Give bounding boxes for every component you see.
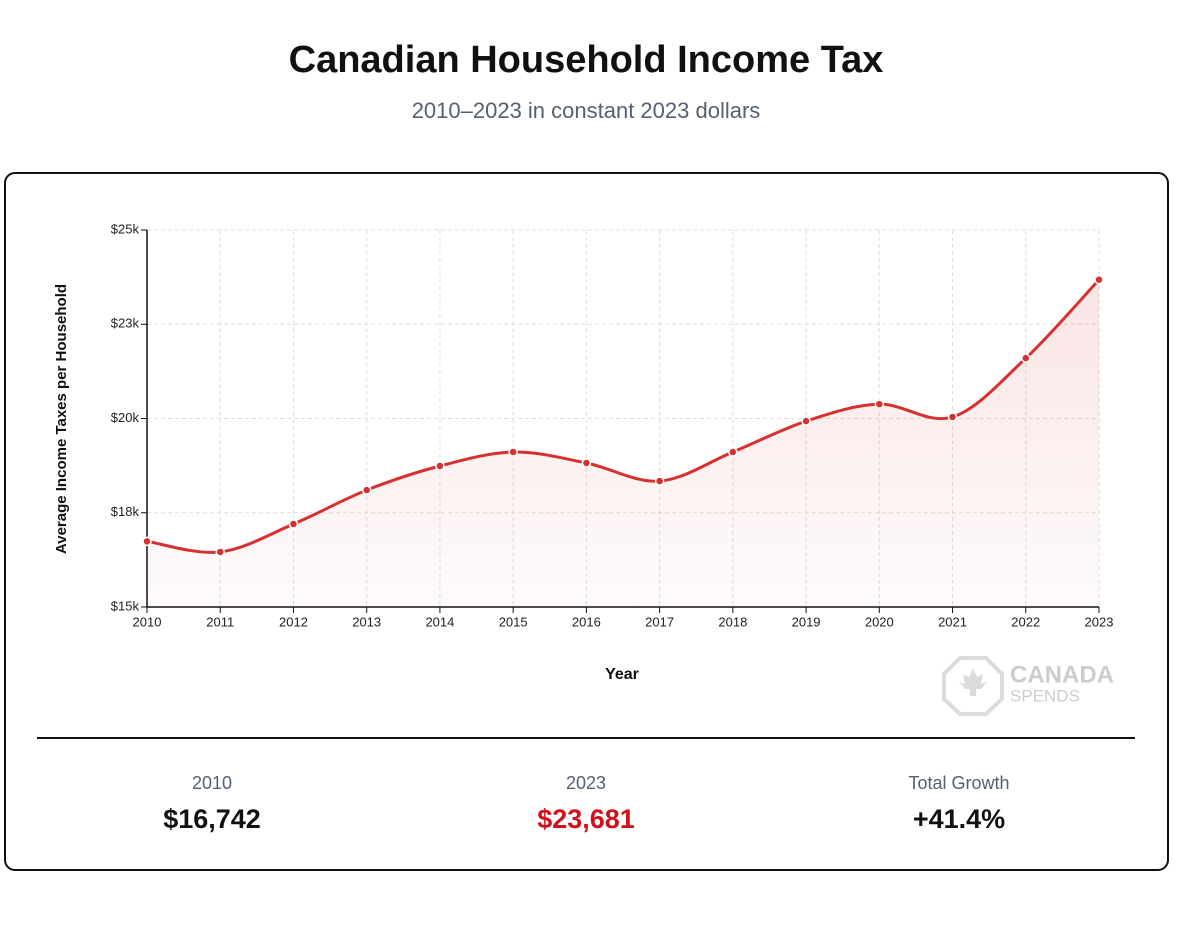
stat-label: 2010: [192, 773, 232, 793]
x-tick-label: 2014: [425, 614, 454, 629]
point: [874, 399, 885, 409]
watermark-text: SPENDS: [1010, 686, 1080, 705]
stat-label: 2023: [566, 773, 606, 793]
x-tick-label: 2022: [1011, 614, 1040, 629]
x-tick-label: 2016: [572, 614, 601, 629]
point: [508, 447, 518, 457]
point: [1094, 274, 1104, 285]
point: [215, 547, 225, 557]
x-tick-label: 2018: [718, 614, 747, 629]
x-tick-label: 2020: [865, 614, 894, 629]
point: [947, 412, 958, 422]
point: [728, 447, 738, 457]
watermark-logo: [942, 656, 1004, 716]
stat-label: Total Growth: [908, 773, 1009, 793]
x-tick-label: 2021: [938, 614, 967, 629]
x-axis-label: Year: [605, 666, 639, 683]
point: [361, 485, 372, 495]
chart-subtitle: 2010–2023 in constant 2023 dollars: [412, 98, 761, 123]
x-tick-label: 2010: [133, 614, 162, 629]
x-tick-label: 2023: [1085, 614, 1114, 629]
y-tick-label: $15k: [111, 598, 140, 613]
x-tick-label: 2011: [206, 614, 234, 629]
stat-value: +41.4%: [913, 804, 1005, 834]
y-tick-label: $23k: [111, 316, 140, 331]
y-tick-label: $18k: [111, 504, 140, 519]
point: [288, 519, 299, 529]
watermark-text: CANADA: [1010, 661, 1114, 688]
point: [801, 416, 811, 426]
x-tick-label: 2015: [499, 614, 528, 629]
area: [147, 279, 1099, 607]
x-tick-label: 2017: [645, 614, 674, 629]
stat-value: $23,681: [537, 804, 635, 834]
x-tick-label: 2012: [279, 614, 308, 629]
x-tick-label: 2013: [352, 614, 381, 629]
point: [654, 476, 665, 486]
point: [142, 536, 152, 547]
y-tick-label: $25k: [111, 221, 140, 236]
point: [1021, 353, 1031, 363]
y-axis-label: Average Income Taxes per Household: [53, 284, 70, 554]
y-tick-label: $20k: [111, 410, 140, 425]
chart-title: Canadian Household Income Tax: [289, 39, 884, 81]
stat-value: $16,742: [163, 804, 261, 834]
point: [581, 458, 592, 468]
x-tick-label: 2019: [792, 614, 821, 629]
point: [435, 461, 445, 471]
